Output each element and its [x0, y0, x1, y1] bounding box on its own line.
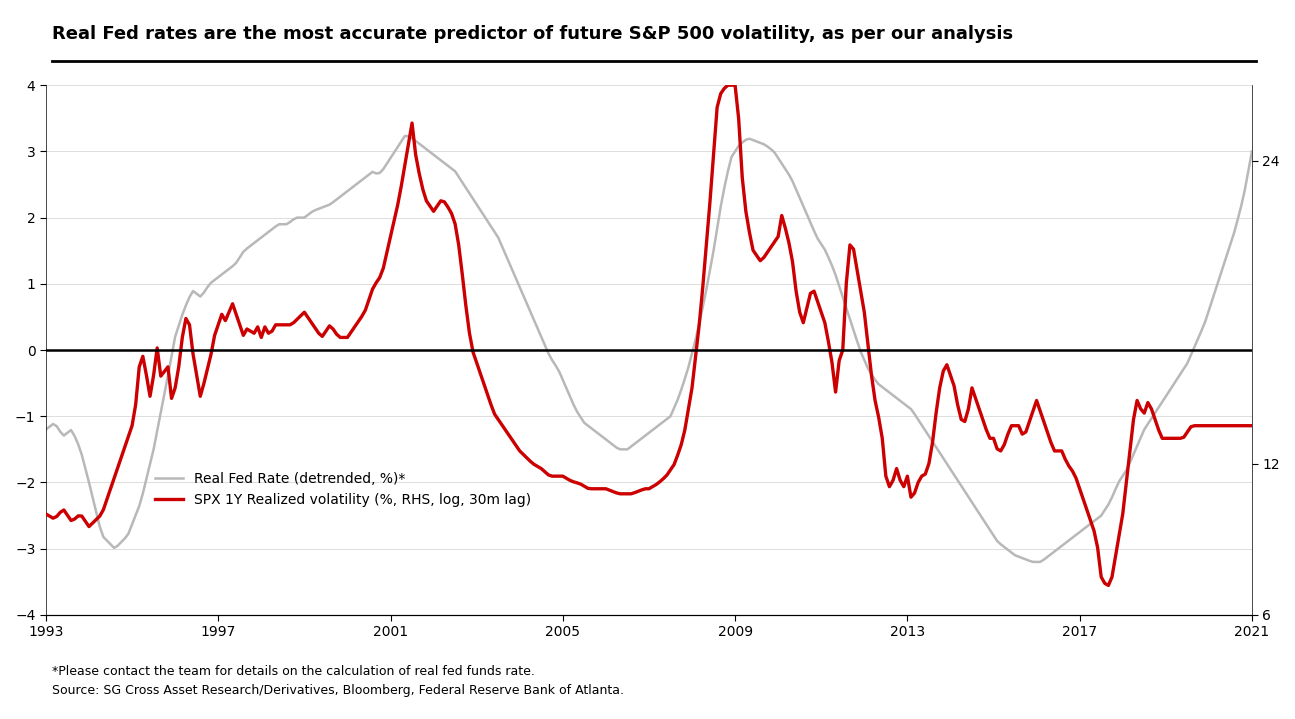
Legend: Real Fed Rate (detrended, %)*, SPX 1Y Realized volatility (%, RHS, log, 30m lag): Real Fed Rate (detrended, %)*, SPX 1Y Re…	[149, 467, 536, 513]
Text: Real Fed rates are the most accurate predictor of future S&P 500 volatility, as : Real Fed rates are the most accurate pre…	[52, 25, 1013, 43]
Text: *Please contact the team for details on the calculation of real fed funds rate.: *Please contact the team for details on …	[52, 665, 535, 678]
Text: Source: SG Cross Asset Research/Derivatives, Bloomberg, Federal Reserve Bank of : Source: SG Cross Asset Research/Derivati…	[52, 684, 624, 697]
